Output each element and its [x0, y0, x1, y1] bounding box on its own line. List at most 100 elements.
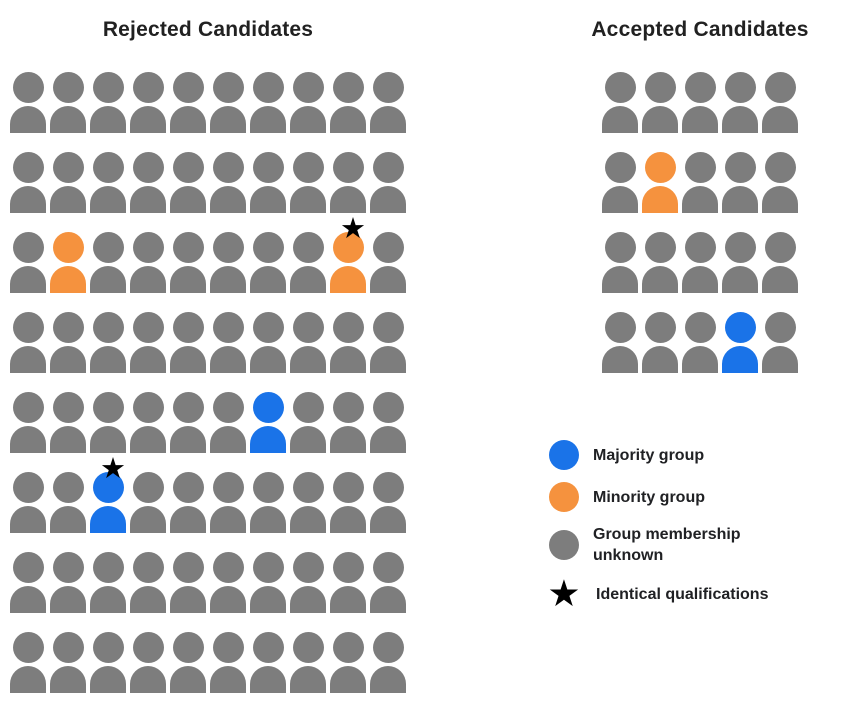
- person-torso: [290, 186, 326, 213]
- person-head: [172, 152, 204, 183]
- person-head: [372, 632, 404, 663]
- person-head: [92, 632, 124, 663]
- person-head: [292, 632, 324, 663]
- person-head: [52, 472, 84, 503]
- person-head: [172, 72, 204, 103]
- person-icon-unknown: [128, 312, 168, 374]
- person-torso: [250, 426, 286, 453]
- person-head: [52, 312, 84, 343]
- person-icon-unknown: [8, 632, 48, 694]
- person-torso: [130, 426, 166, 453]
- person-icon-unknown: [720, 232, 760, 294]
- person-icon-unknown: [88, 312, 128, 374]
- person-icon-unknown: [128, 152, 168, 214]
- person-torso: [250, 266, 286, 293]
- person-torso: [250, 586, 286, 613]
- person-icon-majority: [248, 392, 288, 454]
- person-icon-unknown: [680, 232, 720, 294]
- person-icon-unknown: [248, 632, 288, 694]
- person-head: [684, 72, 716, 103]
- person-torso: [290, 106, 326, 133]
- person-torso: [90, 266, 126, 293]
- person-torso: [682, 106, 718, 133]
- person-row: ★: [8, 215, 408, 312]
- person-head: [212, 472, 244, 503]
- person-icon-unknown: [248, 152, 288, 214]
- person-torso: [722, 266, 758, 293]
- person-head: [252, 312, 284, 343]
- person-torso: [370, 266, 406, 293]
- person-torso: [250, 666, 286, 693]
- person-icon-unknown: [168, 472, 208, 534]
- person-head: [212, 392, 244, 423]
- person-icon-unknown: [680, 152, 720, 214]
- person-icon-unknown: [760, 72, 800, 134]
- person-icon-unknown: [720, 72, 760, 134]
- person-head: [52, 392, 84, 423]
- person-icon-unknown: [288, 72, 328, 134]
- person-icon-unknown: [168, 72, 208, 134]
- person-icon-unknown: [248, 312, 288, 374]
- person-head: [604, 312, 636, 343]
- person-torso: [210, 266, 246, 293]
- person-row: [8, 312, 408, 392]
- person-head: [12, 72, 44, 103]
- person-head: [332, 312, 364, 343]
- person-torso: [250, 106, 286, 133]
- person-torso: [210, 346, 246, 373]
- person-icon-unknown: [8, 152, 48, 214]
- person-torso: [170, 586, 206, 613]
- person-icon-unknown: [328, 472, 368, 534]
- person-head: [724, 152, 756, 183]
- person-head: [172, 632, 204, 663]
- person-head: [132, 392, 164, 423]
- person-head: [12, 232, 44, 263]
- person-torso: [210, 586, 246, 613]
- person-head: [292, 152, 324, 183]
- person-head: [332, 472, 364, 503]
- person-head: [604, 232, 636, 263]
- person-head: [132, 232, 164, 263]
- person-torso: [90, 666, 126, 693]
- person-head: [52, 152, 84, 183]
- person-torso: [762, 266, 798, 293]
- person-head: [12, 472, 44, 503]
- person-torso: [290, 346, 326, 373]
- person-torso: [90, 106, 126, 133]
- person-icon-unknown: [368, 552, 408, 614]
- person-head: [332, 392, 364, 423]
- person-torso: [370, 586, 406, 613]
- accepted-candidates-title: Accepted Candidates: [591, 18, 809, 41]
- person-icon-unknown: [288, 472, 328, 534]
- person-head: [764, 312, 796, 343]
- person-torso: [90, 186, 126, 213]
- person-head: [644, 72, 676, 103]
- person-head: [172, 312, 204, 343]
- person-icon-unknown: [48, 152, 88, 214]
- person-head: [292, 472, 324, 503]
- person-icon-unknown: [680, 72, 720, 134]
- person-head: [684, 152, 716, 183]
- person-torso: [762, 346, 798, 373]
- person-torso: [130, 106, 166, 133]
- person-head: [372, 312, 404, 343]
- identical-qualifications-star-icon: ★: [340, 213, 366, 245]
- person-torso: [10, 186, 46, 213]
- person-head: [52, 232, 84, 263]
- person-torso: [370, 666, 406, 693]
- person-head: [132, 72, 164, 103]
- person-icon-unknown: [88, 152, 128, 214]
- person-head: [92, 552, 124, 583]
- person-torso: [130, 346, 166, 373]
- rejected-candidates-panel: Rejected Candidates ★ ★: [8, 18, 408, 700]
- person-torso: [10, 426, 46, 453]
- person-icon-unknown: [680, 312, 720, 374]
- person-torso: [170, 106, 206, 133]
- legend-label: Group membership unknown: [593, 526, 741, 564]
- person-torso: [170, 666, 206, 693]
- person-head: [252, 632, 284, 663]
- person-torso: [330, 266, 366, 293]
- person-icon-unknown: [208, 232, 248, 294]
- person-icon-unknown: [368, 72, 408, 134]
- person-icon-unknown: [128, 632, 168, 694]
